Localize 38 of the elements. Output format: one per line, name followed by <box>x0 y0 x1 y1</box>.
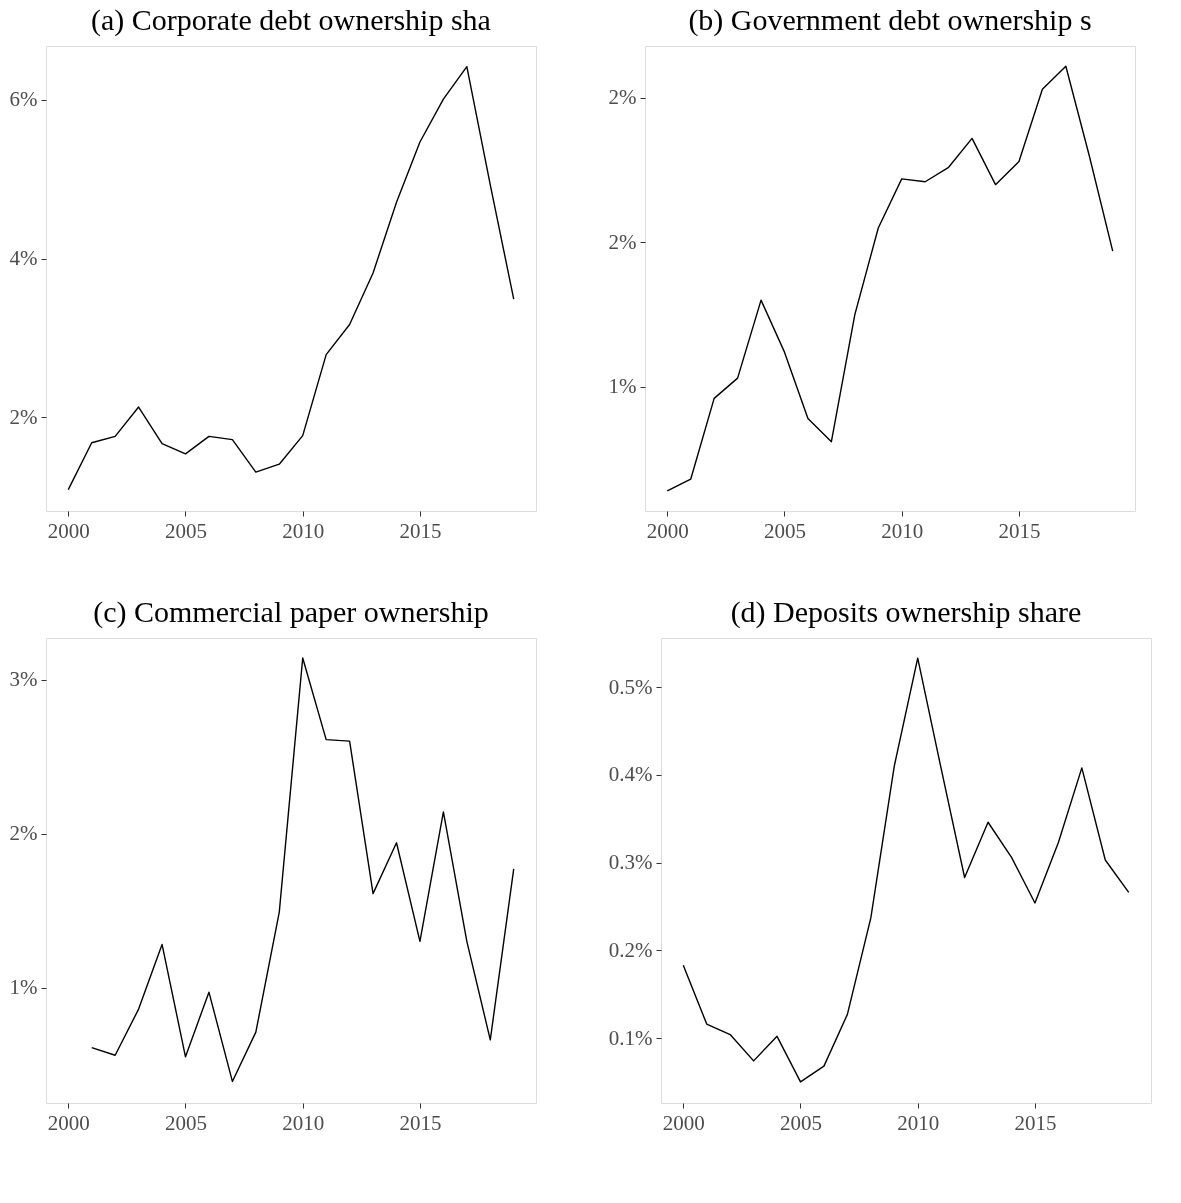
x-tick-label: 2005 <box>165 518 207 543</box>
y-tick-label: 0.5% <box>608 674 653 699</box>
x-tick-label: 2010 <box>282 518 325 543</box>
x-tick-label: 2015 <box>998 518 1041 543</box>
x-tick-label: 2005 <box>780 1110 822 1135</box>
x-tick-label: 2005 <box>764 518 806 543</box>
chart-title: (b) Government debt ownership s <box>688 3 1092 37</box>
x-tick-label: 2010 <box>881 518 924 543</box>
y-tick-label: 2% <box>9 821 38 846</box>
x-tick-label: 2000 <box>662 1110 705 1135</box>
line-series <box>666 65 1114 492</box>
line-series <box>91 657 515 1083</box>
x-tick-label: 2015 <box>1014 1110 1057 1135</box>
y-tick-label: 0.1% <box>608 1025 653 1050</box>
y-tick-label: 1% <box>608 374 637 399</box>
x-tick-label: 2000 <box>47 1110 90 1135</box>
chart-title: (c) Commercial paper ownership <box>93 595 489 629</box>
y-tick-label: 3% <box>9 667 38 692</box>
x-tick-label: 2015 <box>399 518 442 543</box>
chart-title: (a) Corporate debt ownership sha <box>91 3 491 37</box>
x-tick-label: 2015 <box>399 1110 442 1135</box>
y-tick-label: 2% <box>608 229 637 254</box>
x-tick-label: 2010 <box>282 1110 325 1135</box>
y-tick-label: 0.4% <box>608 762 653 787</box>
x-tick-label: 2005 <box>165 1110 207 1135</box>
chart-title: (d) Deposits ownership share <box>730 595 1082 629</box>
x-tick-label: 2010 <box>897 1110 940 1135</box>
y-tick-label: 4% <box>9 246 38 271</box>
y-tick-label: 2% <box>608 85 637 110</box>
x-tick-label: 2000 <box>646 518 689 543</box>
y-tick-label: 1% <box>9 975 38 1000</box>
line-series <box>682 657 1130 1083</box>
y-tick-label: 2% <box>9 404 38 429</box>
x-tick-label: 2000 <box>47 518 90 543</box>
y-tick-label: 0.2% <box>608 937 653 962</box>
line-series <box>67 65 515 491</box>
y-tick-label: 0.3% <box>608 850 653 875</box>
y-tick-label: 6% <box>9 87 38 112</box>
